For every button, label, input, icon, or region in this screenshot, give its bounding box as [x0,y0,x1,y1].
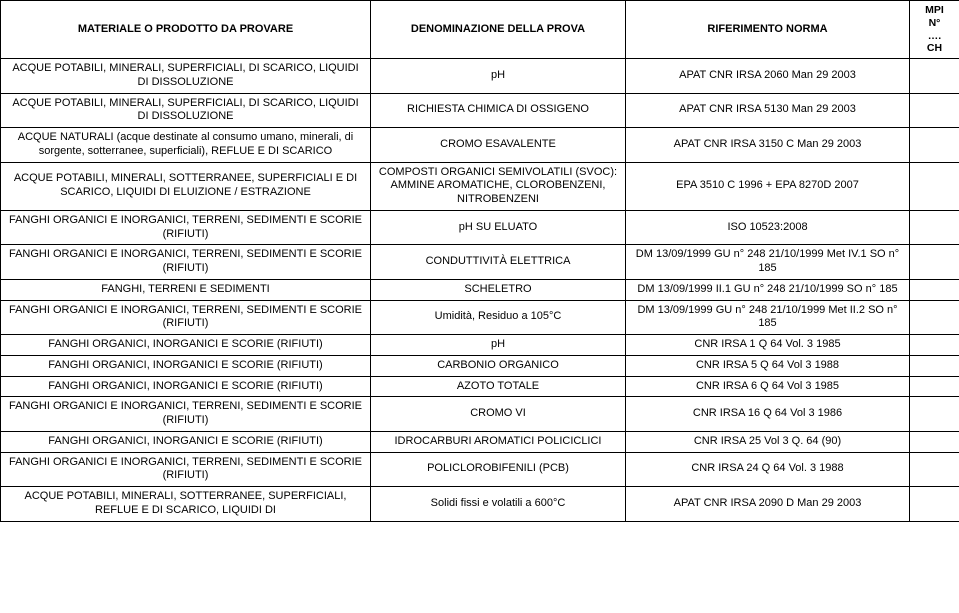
header-mpi: MPI N° …. CH [910,1,959,59]
cell-mpi [910,59,959,94]
header-material: MATERIALE O PRODOTTO DA PROVARE [1,1,371,59]
table-row: ACQUE POTABILI, MINERALI, SUPERFICIALI, … [1,93,959,128]
cell-material: FANGHI ORGANICI, INORGANICI E SCORIE (RI… [1,376,371,397]
cell-material: ACQUE NATURALI (acque destinate al consu… [1,128,371,163]
cell-prova: IDROCARBURI AROMATICI POLICICLICI [371,431,626,452]
table-row: FANGHI ORGANICI E INORGANICI, TERRENI, S… [1,245,959,280]
cell-material: FANGHI, TERRENI E SEDIMENTI [1,279,371,300]
cell-prova: pH [371,335,626,356]
cell-prova: CROMO VI [371,397,626,432]
cell-material: FANGHI ORGANICI E INORGANICI, TERRENI, S… [1,245,371,280]
cell-material: FANGHI ORGANICI E INORGANICI, TERRENI, S… [1,300,371,335]
cell-norma: DM 13/09/1999 II.1 GU n° 248 21/10/1999 … [626,279,910,300]
cell-norma: APAT CNR IRSA 5130 Man 29 2003 [626,93,910,128]
table-row: ACQUE NATURALI (acque destinate al consu… [1,128,959,163]
cell-prova: SCHELETRO [371,279,626,300]
cell-norma: CNR IRSA 16 Q 64 Vol 3 1986 [626,397,910,432]
cell-mpi [910,279,959,300]
cell-norma: CNR IRSA 25 Vol 3 Q. 64 (90) [626,431,910,452]
cell-norma: APAT CNR IRSA 2060 Man 29 2003 [626,59,910,94]
cell-prova: CROMO ESAVALENTE [371,128,626,163]
cell-material: FANGHI ORGANICI, INORGANICI E SCORIE (RI… [1,335,371,356]
table-body: ACQUE POTABILI, MINERALI, SUPERFICIALI, … [1,59,959,522]
cell-material: FANGHI ORGANICI, INORGANICI E SCORIE (RI… [1,431,371,452]
table-row: FANGHI ORGANICI, INORGANICI E SCORIE (RI… [1,355,959,376]
table-row: FANGHI ORGANICI, INORGANICI E SCORIE (RI… [1,376,959,397]
table-row: FANGHI ORGANICI, INORGANICI E SCORIE (RI… [1,431,959,452]
cell-material: FANGHI ORGANICI E INORGANICI, TERRENI, S… [1,452,371,487]
cell-mpi [910,487,959,522]
table-row: ACQUE POTABILI, MINERALI, SOTTERRANEE, S… [1,487,959,522]
mpi-l2: N° [929,17,941,29]
cell-norma: CNR IRSA 5 Q 64 Vol 3 1988 [626,355,910,376]
cell-mpi [910,210,959,245]
cell-norma: EPA 3510 C 1996 + EPA 8270D 2007 [626,162,910,210]
table-row: FANGHI ORGANICI E INORGANICI, TERRENI, S… [1,300,959,335]
header-row: MATERIALE O PRODOTTO DA PROVARE DENOMINA… [1,1,959,59]
cell-norma: DM 13/09/1999 GU n° 248 21/10/1999 Met I… [626,300,910,335]
cell-norma: CNR IRSA 6 Q 64 Vol 3 1985 [626,376,910,397]
cell-material: ACQUE POTABILI, MINERALI, SOTTERRANEE, S… [1,487,371,522]
cell-mpi [910,397,959,432]
header-norma: RIFERIMENTO NORMA [626,1,910,59]
header-prova: DENOMINAZIONE DELLA PROVA [371,1,626,59]
table-row: ACQUE POTABILI, MINERALI, SUPERFICIALI, … [1,59,959,94]
cell-mpi [910,93,959,128]
cell-norma: ISO 10523:2008 [626,210,910,245]
cell-mpi [910,300,959,335]
cell-prova: COMPOSTI ORGANICI SEMIVOLATILI (SVOC): A… [371,162,626,210]
cell-mpi [910,355,959,376]
cell-material: ACQUE POTABILI, MINERALI, SOTTERRANEE, S… [1,162,371,210]
table-row: FANGHI ORGANICI, INORGANICI E SCORIE (RI… [1,335,959,356]
mpi-l3: …. [928,30,941,42]
cell-material: ACQUE POTABILI, MINERALI, SUPERFICIALI, … [1,93,371,128]
cell-prova: pH [371,59,626,94]
table-row: FANGHI ORGANICI E INORGANICI, TERRENI, S… [1,452,959,487]
cell-prova: CARBONIO ORGANICO [371,355,626,376]
table-row: FANGHI ORGANICI E INORGANICI, TERRENI, S… [1,210,959,245]
test-methods-table: MATERIALE O PRODOTTO DA PROVARE DENOMINA… [0,0,959,522]
cell-prova: POLICLOROBIFENILI (PCB) [371,452,626,487]
cell-norma: APAT CNR IRSA 3150 C Man 29 2003 [626,128,910,163]
cell-prova: CONDUTTIVITÀ ELETTRICA [371,245,626,280]
cell-mpi [910,431,959,452]
cell-material: ACQUE POTABILI, MINERALI, SUPERFICIALI, … [1,59,371,94]
cell-mpi [910,376,959,397]
cell-norma: DM 13/09/1999 GU n° 248 21/10/1999 Met I… [626,245,910,280]
table-row: FANGHI, TERRENI E SEDIMENTISCHELETRODM 1… [1,279,959,300]
cell-prova: Umidità, Residuo a 105°C [371,300,626,335]
mpi-l4: CH [927,42,942,54]
table-row: FANGHI ORGANICI E INORGANICI, TERRENI, S… [1,397,959,432]
cell-mpi [910,335,959,356]
cell-norma: CNR IRSA 24 Q 64 Vol. 3 1988 [626,452,910,487]
cell-prova: pH SU ELUATO [371,210,626,245]
cell-norma: APAT CNR IRSA 2090 D Man 29 2003 [626,487,910,522]
cell-prova: Solidi fissi e volatili a 600°C [371,487,626,522]
cell-material: FANGHI ORGANICI E INORGANICI, TERRENI, S… [1,210,371,245]
cell-material: FANGHI ORGANICI E INORGANICI, TERRENI, S… [1,397,371,432]
mpi-l1: MPI [925,4,944,16]
cell-material: FANGHI ORGANICI, INORGANICI E SCORIE (RI… [1,355,371,376]
cell-mpi [910,245,959,280]
cell-prova: AZOTO TOTALE [371,376,626,397]
cell-norma: CNR IRSA 1 Q 64 Vol. 3 1985 [626,335,910,356]
table-row: ACQUE POTABILI, MINERALI, SOTTERRANEE, S… [1,162,959,210]
cell-mpi [910,162,959,210]
cell-mpi [910,452,959,487]
cell-mpi [910,128,959,163]
cell-prova: RICHIESTA CHIMICA DI OSSIGENO [371,93,626,128]
